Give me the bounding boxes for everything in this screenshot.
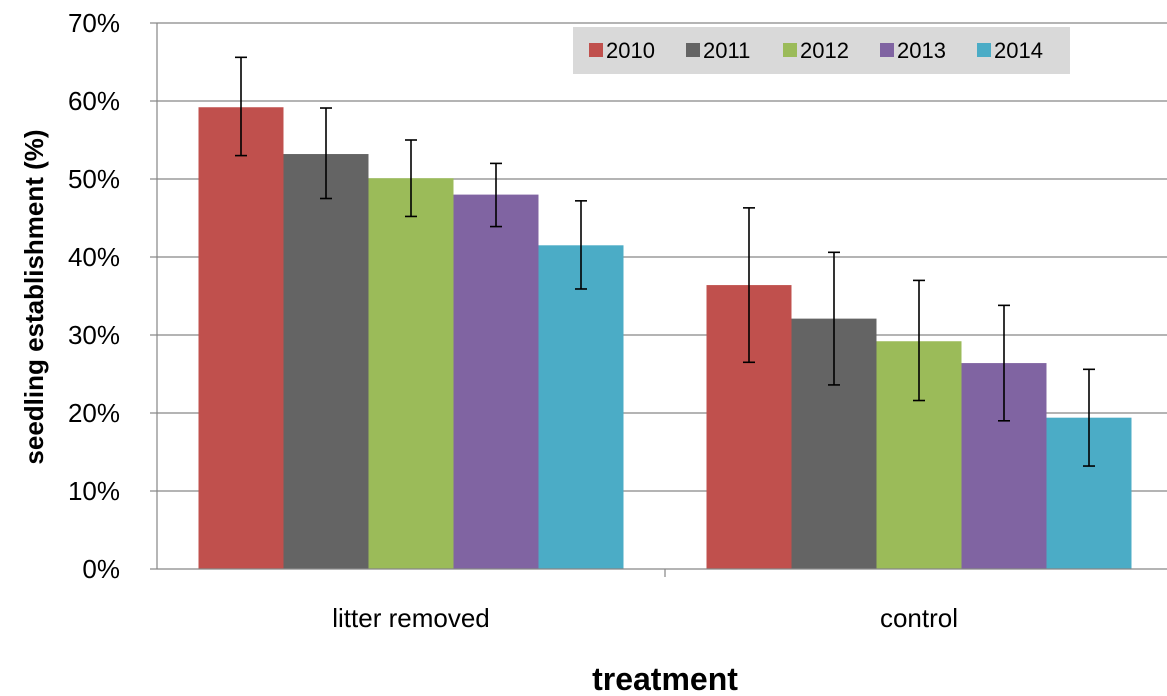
legend: 2010 2011 2012 2013 2014 <box>573 27 1070 74</box>
y-tick-label: 70% <box>68 8 120 38</box>
x-tick-labels: litter removed control <box>332 603 958 633</box>
bar <box>283 154 369 570</box>
legend-swatch <box>880 43 894 57</box>
y-tick-label: 60% <box>68 86 120 116</box>
y-tick-label: 0% <box>82 554 120 584</box>
bar <box>368 178 454 569</box>
error-bars <box>235 56 1095 467</box>
legend-label: 2013 <box>897 38 946 63</box>
legend-label: 2010 <box>606 38 655 63</box>
legend-swatch <box>686 43 700 57</box>
legend-swatch <box>589 43 603 57</box>
bar <box>198 107 284 570</box>
x-axis-title: treatment <box>592 661 738 696</box>
legend-swatch <box>977 43 991 57</box>
legend-swatch <box>783 43 797 57</box>
y-tick-label: 20% <box>68 398 120 428</box>
y-axis-title: seedling establishment (%) <box>19 129 49 464</box>
y-tick-label: 50% <box>68 164 120 194</box>
bar <box>538 245 624 570</box>
legend-label: 2012 <box>800 38 849 63</box>
x-tick-label: litter removed <box>332 603 490 633</box>
x-tick-label: control <box>880 603 958 633</box>
legend-label: 2014 <box>994 38 1043 63</box>
y-tick-label: 10% <box>68 476 120 506</box>
axes <box>150 22 1167 577</box>
legend-label: 2011 <box>703 38 750 63</box>
y-tick-labels: 0% 10% 20% 30% 40% 50% 60% 70% <box>68 8 120 584</box>
y-tick-label: 30% <box>68 320 120 350</box>
y-tick-label: 40% <box>68 242 120 272</box>
bars <box>198 107 1132 570</box>
bar <box>453 194 539 569</box>
